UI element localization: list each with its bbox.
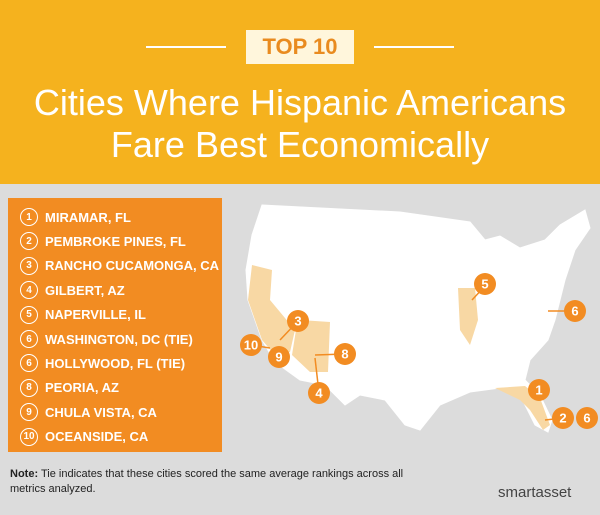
ranking-list: 1 MIRAMAR, FL 2 PEMBROKE PINES, FL 3 RANCHO C… <box>8 198 222 452</box>
title: Cities Where Hispanic Americans Fare Bes… <box>0 82 600 166</box>
marker <box>528 379 550 401</box>
marker-label: 1 <box>535 383 542 398</box>
marker-label: 6 <box>583 411 590 426</box>
rank: 5 <box>20 305 38 324</box>
city: MIRAMAR, FL <box>45 209 131 225</box>
marker <box>552 407 574 429</box>
rank: 3 <box>20 256 38 275</box>
list-item: 2 PEMBROKE PINES, FL <box>20 230 186 252</box>
rule <box>374 46 454 48</box>
marker-label: 8 <box>341 347 348 362</box>
marker-label: 5 <box>481 277 488 292</box>
note: Note: Tie indicates that these cities sc… <box>10 467 430 497</box>
us-outline <box>245 204 591 433</box>
state-az <box>292 320 330 372</box>
city: OCEANSIDE, CA <box>45 429 149 445</box>
marker <box>334 343 356 365</box>
marker-label: 4 <box>315 386 323 401</box>
rank: 2 <box>20 232 38 251</box>
marker <box>576 407 598 429</box>
rule <box>146 46 226 48</box>
title-line: Fare Best Economically <box>110 124 490 165</box>
header: TOP 10 Cities Where Hispanic Americans F… <box>0 0 600 184</box>
rank: 6 <box>20 330 38 348</box>
rank: 10 <box>20 427 38 446</box>
marker-label: 2 <box>559 411 566 426</box>
rank: 1 <box>20 208 38 226</box>
marker-label: 6 <box>571 304 578 319</box>
marker-label: 3 <box>294 314 301 329</box>
marker-label: 9 <box>275 350 282 365</box>
list-item: 5 NAPERVILLE, IL <box>20 304 146 326</box>
rank: 8 <box>20 378 38 397</box>
rank: 6 <box>20 354 38 373</box>
badge: TOP 10 <box>246 30 354 64</box>
marker <box>474 273 496 295</box>
city: WASHINGTON, DC (TIE) <box>45 331 193 347</box>
city: NAPERVILLE, IL <box>45 307 146 323</box>
list-item: 1 MIRAMAR, FL <box>20 206 131 228</box>
list-item: 6 HOLLYWOOD, FL (TIE) <box>20 352 185 374</box>
note-text: Tie indicates that these cities scored t… <box>10 468 404 495</box>
marker <box>268 346 290 368</box>
list-item: 6 WASHINGTON, DC (TIE) <box>20 328 193 350</box>
state-ca <box>248 265 295 355</box>
city: HOLLYWOOD, FL (TIE) <box>45 355 186 371</box>
list-item: 9 CHULA VISTA, CA <box>20 401 157 423</box>
rank: 9 <box>20 403 38 422</box>
marker <box>240 334 262 356</box>
list-item: 4 GILBERT, AZ <box>20 279 125 301</box>
state-il <box>458 288 478 345</box>
list-item: 8 PEORIA, AZ <box>20 377 119 399</box>
list-item: 10 OCEANSIDE, CA <box>20 426 148 448</box>
logo: smartasset <box>498 484 572 501</box>
city: PEMBROKE PINES, FL <box>45 233 186 249</box>
city: CHULA VISTA, CA <box>45 404 157 420</box>
marker <box>287 310 309 332</box>
list-item: 3 RANCHO CUCAMONGA, CA <box>20 255 219 277</box>
note-label: Note: <box>10 468 39 480</box>
marker-label: 10 <box>244 338 258 353</box>
city: GILBERT, AZ <box>45 282 125 298</box>
city: RANCHO CUCAMONGA, CA <box>45 258 220 274</box>
marker <box>308 382 330 404</box>
city: PEORIA, AZ <box>45 380 119 396</box>
markers: 1 2 6 6 5 3 10 9 8 4 <box>240 273 598 429</box>
marker <box>564 300 586 322</box>
rank: 4 <box>20 281 38 300</box>
title-line: Cities Where Hispanic Americans <box>33 82 567 123</box>
